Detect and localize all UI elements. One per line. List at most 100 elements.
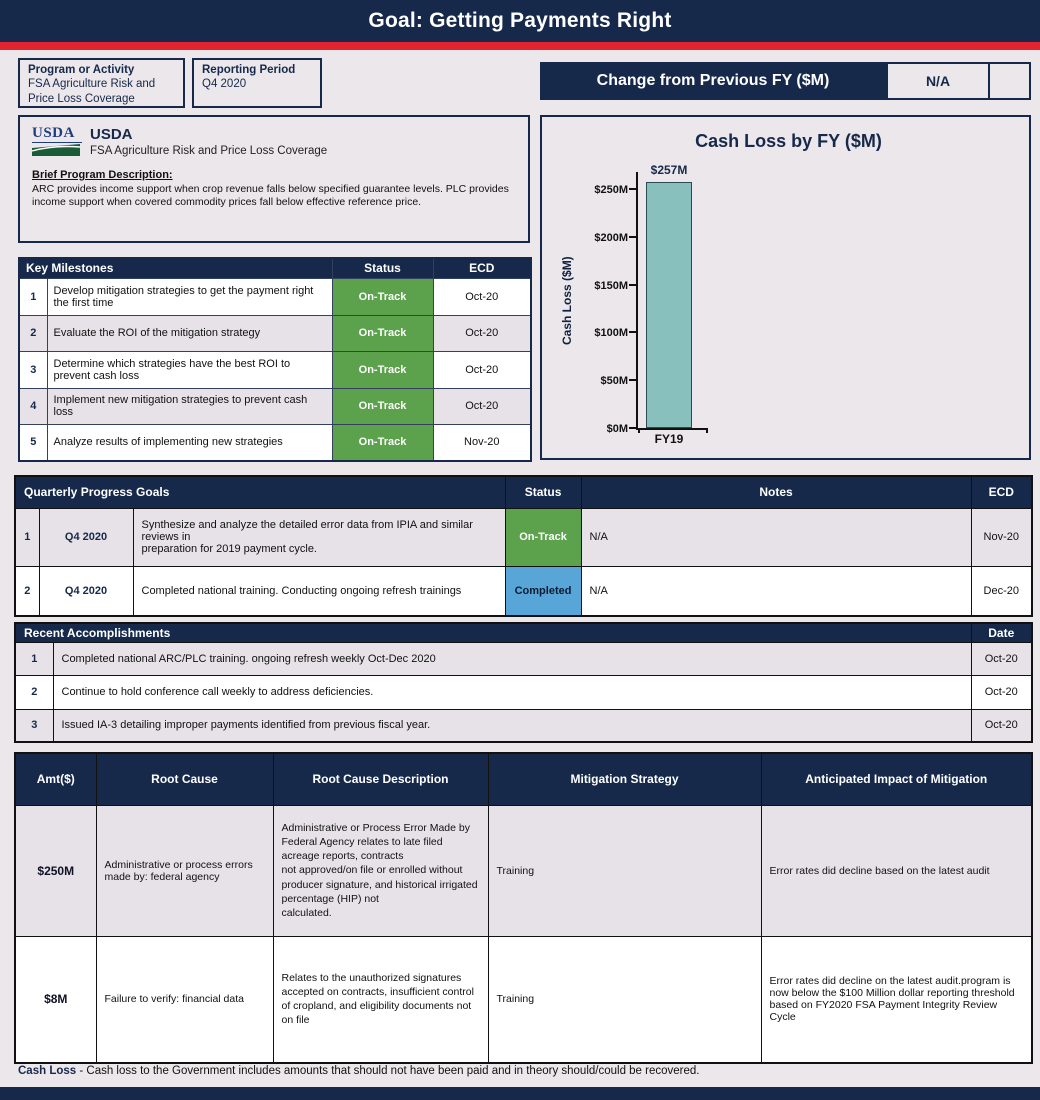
- root-cause-row: $250M Administrative or process errors m…: [14, 804, 1033, 937]
- chart-tick-gutter: [578, 166, 636, 430]
- key-milestones-table: Key Milestones Status ECD 1 Develop miti…: [18, 257, 532, 462]
- milestones-status-header: Status: [331, 257, 434, 279]
- usda-logo-row: USDA USDA FSA Agriculture Risk and Price…: [32, 126, 516, 159]
- y-axis-tick-label: $50M: [600, 375, 628, 388]
- accomplishment-num: 2: [14, 674, 54, 710]
- change-label: Change from Previous FY ($M): [596, 72, 830, 89]
- rc-strategy-header: Mitigation Strategy: [487, 752, 762, 806]
- usda-wordmark: USDA: [32, 126, 82, 143]
- milestone-row: 3 Determine which strategies have the be…: [18, 350, 532, 389]
- chart-y-axis-label: Cash Loss ($M): [560, 256, 574, 346]
- milestone-text: Evaluate the ROI of the mitigation strat…: [46, 314, 333, 352]
- milestone-text: Develop mitigation strategies to get the…: [46, 277, 333, 316]
- status-badge: On-Track: [331, 350, 434, 389]
- rc-amt-header: Amt($): [14, 752, 97, 806]
- bar-value-label: $257M: [650, 163, 688, 178]
- accomplishment-date: Oct-20: [970, 641, 1033, 676]
- program-or-activity-box: Program or Activity FSA Agriculture Risk…: [18, 58, 185, 108]
- milestone-row: 5 Analyze results of implementing new st…: [18, 423, 532, 462]
- status-badge: On-Track: [331, 314, 434, 352]
- status-badge: On-Track: [331, 423, 434, 462]
- quarterly-text: Completed national training. Conducting …: [132, 565, 506, 617]
- accomplishment-text: Continue to hold conference call weekly …: [52, 674, 972, 710]
- milestones-title: Key Milestones: [18, 257, 333, 279]
- quarterly-num: 2: [14, 565, 40, 617]
- org-subtitle: FSA Agriculture Risk and Price Loss Cove…: [90, 145, 328, 157]
- description-label: Brief Program Description:: [32, 168, 173, 181]
- rc-amount: $250M: [14, 804, 97, 937]
- cash-loss-footnote: Cash Loss - Cash loss to the Government …: [18, 1065, 1018, 1077]
- rc-strategy: Training: [487, 935, 762, 1064]
- red-accent-stripe: [0, 42, 1040, 50]
- rc-amount: $8M: [14, 935, 97, 1064]
- accomplishment-row: 1 Completed national ARC/PLC training. o…: [14, 641, 1033, 676]
- accomplishments-title: Recent Accomplishments: [14, 622, 972, 643]
- milestone-ecd: Oct-20: [432, 350, 532, 389]
- status-badge: On-Track: [331, 277, 434, 316]
- reporting-label: Reporting Period: [202, 64, 296, 76]
- milestone-row: 1 Develop mitigation strategies to get t…: [18, 277, 532, 316]
- program-value: FSA Agriculture Risk and Price Loss Cove…: [28, 78, 156, 105]
- y-axis-tick: [629, 283, 636, 286]
- milestone-num: 1: [18, 277, 48, 316]
- page-title: Goal: Getting Payments Right: [368, 9, 672, 32]
- y-axis-tick: [629, 331, 636, 334]
- reporting-value: Q4 2020: [202, 78, 247, 91]
- status-badge: On-Track: [504, 507, 582, 567]
- accomplishment-text: Issued IA-3 detailing improper payments …: [52, 708, 972, 743]
- y-axis-tick: [629, 427, 636, 429]
- milestone-ecd: Oct-20: [432, 277, 532, 316]
- milestone-text: Determine which strategies have the best…: [46, 350, 333, 389]
- usda-swoosh-icon: [32, 144, 80, 156]
- y-axis-tick: [629, 235, 636, 238]
- accomplishments-date-header: Date: [970, 622, 1033, 643]
- y-axis-tick-label: $250M: [594, 184, 628, 197]
- quarterly-num: 1: [14, 507, 40, 567]
- milestone-num: 3: [18, 350, 48, 389]
- rc-cause: Administrative or process errors made by…: [95, 804, 274, 937]
- milestone-ecd: Nov-20: [432, 423, 532, 462]
- rc-impact: Error rates did decline on the latest au…: [760, 935, 1033, 1064]
- rc-description: Administrative or Process Error Made by …: [272, 804, 489, 937]
- rc-impact-header: Anticipated Impact of Mitigation: [760, 752, 1033, 806]
- accomplishment-text: Completed national ARC/PLC training. ong…: [52, 641, 972, 676]
- rc-strategy: Training: [487, 804, 762, 937]
- x-axis-end-tick: [638, 428, 640, 433]
- chart-bar-FY19: [646, 182, 692, 428]
- rc-description-header: Root Cause Description: [272, 752, 489, 806]
- y-axis-tick-label: $0M: [606, 423, 628, 435]
- quarterly-ecd-header: ECD: [970, 475, 1033, 509]
- chart-plot: $0M $50M $100M $150M $200M $250M $257M FY19: [594, 163, 708, 446]
- y-axis-tick: [629, 188, 636, 191]
- y-axis-tick-label: $150M: [594, 279, 628, 292]
- accomplishment-num: 1: [14, 641, 54, 676]
- quarterly-period: Q4 2020: [38, 565, 134, 617]
- rc-cause-header: Root Cause: [95, 752, 274, 806]
- rc-impact: Error rates did decline based on the lat…: [760, 804, 1033, 937]
- milestone-ecd: Oct-20: [432, 314, 532, 352]
- y-axis-tick-label: $100M: [594, 327, 628, 340]
- quarterly-ecd: Nov-20: [970, 507, 1033, 567]
- quarterly-row: 2 Q4 2020 Completed national training. C…: [14, 565, 1033, 617]
- accomplishment-row: 2 Continue to hold conference call weekl…: [14, 674, 1033, 710]
- change-spare-cell: [990, 62, 1031, 100]
- y-axis-tick: [629, 379, 636, 382]
- reporting-period-box: Reporting Period Q4 2020: [192, 58, 322, 108]
- milestone-text: Implement new mitigation strategies to p…: [46, 387, 333, 425]
- bottom-navy-bar: [0, 1087, 1040, 1100]
- quarterly-notes: N/A: [580, 565, 972, 617]
- milestones-ecd-header: ECD: [432, 257, 532, 279]
- quarterly-progress-goals-table: Quarterly Progress Goals Status Notes EC…: [14, 475, 1034, 617]
- milestone-ecd: Oct-20: [432, 387, 532, 425]
- accomplishment-date: Oct-20: [970, 674, 1033, 710]
- status-badge: Completed: [504, 565, 582, 617]
- change-value-cell: N/A: [886, 62, 990, 100]
- program-description-card: USDA USDA FSA Agriculture Risk and Price…: [18, 115, 530, 243]
- usda-logo: USDA: [32, 126, 82, 156]
- quarterly-ecd: Dec-20: [970, 565, 1033, 617]
- change-from-previous-fy-header: Change from Previous FY ($M): [540, 62, 886, 100]
- org-name: USDA: [90, 126, 133, 143]
- quarterly-title: Quarterly Progress Goals: [14, 475, 506, 509]
- milestone-row: 2 Evaluate the ROI of the mitigation str…: [18, 314, 532, 352]
- quarterly-notes: N/A: [580, 507, 972, 567]
